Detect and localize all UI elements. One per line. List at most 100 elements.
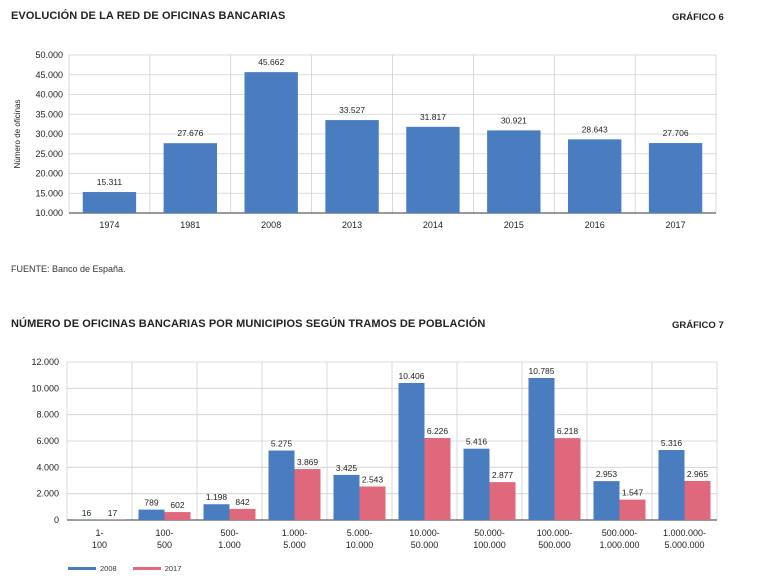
y-tick-label: 20.000 (35, 169, 63, 179)
y-tick-label: 0 (54, 515, 59, 525)
x-tick-label: 10.000 (346, 540, 374, 550)
x-tick-label: 2015 (504, 220, 524, 230)
y-tick-label: 30.000 (35, 129, 63, 139)
x-tick-label: 10.000- (409, 528, 440, 538)
x-tick-label: 500.000- (602, 528, 638, 538)
y-tick-label: 25.000 (35, 149, 63, 159)
x-tick-label: 2017 (666, 220, 686, 230)
data-label-2008: 789 (144, 498, 158, 508)
data-label-2017: 1.547 (622, 488, 644, 498)
bar-2017 (554, 438, 581, 520)
x-tick-label: 500- (220, 528, 238, 538)
x-tick-label: 1974 (99, 220, 119, 230)
bar (244, 72, 298, 213)
legend-label-2008: 2008 (100, 564, 117, 573)
bar (487, 130, 541, 213)
y-tick-label: 4.000 (36, 462, 59, 472)
chart1-plot: 10.000 15.000 20.000 25.000 30.000 35.000 40.0… (13, 50, 717, 230)
x-tick-label: 2016 (585, 220, 605, 230)
x-tick-label: 1981 (180, 220, 200, 230)
data-label-2008: 10.785 (529, 366, 555, 376)
x-tick-label: 1- (95, 528, 103, 538)
bar (648, 143, 703, 213)
bar-2008 (528, 377, 555, 520)
data-label-2017: 17 (108, 508, 118, 518)
y-tick-label: 10.000 (35, 208, 63, 218)
data-label: 15.311 (97, 177, 123, 187)
bar-2017 (489, 482, 516, 520)
chart2-number: GRÁFICO 7 (672, 320, 724, 331)
chart2-title: NÚMERO DE OFICINAS BANCARIAS POR MUNICIP… (11, 318, 486, 330)
y-tick-label: 40.000 (35, 90, 63, 100)
data-label-2017: 6.226 (427, 426, 449, 436)
x-tick-label: 100- (155, 528, 173, 538)
data-label-2008: 5.275 (271, 439, 293, 449)
x-tick-label: 5.000- (347, 528, 373, 538)
legend-swatch-2008 (68, 567, 96, 570)
x-tick-label: 1.000- (282, 528, 308, 538)
bar (406, 126, 460, 213)
bar-2008 (593, 481, 620, 520)
data-label-2017: 2.877 (492, 470, 514, 480)
data-label: 27.676 (177, 128, 203, 138)
chart2-legend: 2008 2017 (68, 564, 181, 573)
bar-2008 (268, 450, 295, 520)
x-tick-label: 50.000- (474, 528, 505, 538)
y-tick-label: 50.000 (35, 50, 63, 60)
bar (567, 139, 622, 213)
data-label-2017: 2.965 (687, 469, 709, 479)
bar-2008 (398, 382, 425, 520)
bar-2017 (164, 512, 191, 520)
data-label-2017: 602 (170, 500, 184, 510)
x-tick-label: 2008 (261, 220, 281, 230)
y-tick-label: 12.000 (31, 357, 59, 367)
y-tick-label: 15.000 (35, 188, 63, 198)
data-label-2008: 1.198 (206, 492, 228, 502)
data-label-2008: 5.416 (466, 437, 488, 447)
chart1-title: EVOLUCIÓN DE LA RED DE OFICINAS BANCARIA… (11, 10, 286, 22)
x-tick-label: 100 (92, 540, 107, 550)
y-tick-label: 35.000 (35, 109, 63, 119)
data-label-2017: 2.543 (362, 475, 384, 485)
data-label-2008: 3.425 (336, 463, 358, 473)
data-label-2017: 842 (235, 497, 249, 507)
data-label-2008: 2.953 (596, 469, 618, 479)
bar (163, 143, 218, 213)
bar-2017 (619, 499, 646, 520)
bar (325, 120, 379, 213)
data-label: 45.662 (258, 57, 284, 67)
chart1-source: FUENTE: Banco de España. (11, 264, 126, 274)
legend-label-2017: 2017 (164, 564, 182, 573)
x-tick-label: 100.000- (537, 528, 573, 538)
bar-2008 (138, 509, 165, 520)
x-tick-label: 500 (157, 540, 172, 550)
data-label-2017: 3.869 (297, 457, 319, 467)
x-tick-label: 1.000.000- (663, 528, 706, 538)
y-tick-label: 6.000 (36, 436, 59, 446)
x-tick-label: 1.000 (218, 540, 241, 550)
x-tick-label: 1.000.000 (599, 540, 639, 550)
x-tick-label: 2014 (423, 220, 443, 230)
bar-2017 (294, 469, 321, 520)
data-label-2008: 5.316 (661, 438, 683, 448)
data-label-2008: 16 (82, 508, 92, 518)
bar-2008 (463, 448, 490, 520)
data-label: 30.921 (501, 115, 527, 125)
y-tick-label: 45.000 (35, 70, 63, 80)
y-tick-label: 10.000 (31, 383, 59, 393)
data-label: 28.643 (582, 124, 608, 134)
bar-2008 (333, 474, 360, 520)
bar-2008 (658, 450, 685, 520)
y-tick-label: 8.000 (36, 410, 59, 420)
bar-2017 (229, 508, 256, 520)
y-axis-label: Número de oficinas (13, 100, 22, 169)
data-label: 31.817 (420, 112, 446, 122)
chart1-number: GRÁFICO 6 (672, 12, 724, 23)
data-label: 33.527 (339, 105, 365, 115)
bar-2008 (203, 504, 230, 520)
y-tick-label: 2.000 (36, 489, 59, 499)
bar-2017 (684, 480, 711, 520)
x-tick-label: 500.000 (538, 540, 571, 550)
data-label-2017: 6.218 (557, 426, 579, 436)
